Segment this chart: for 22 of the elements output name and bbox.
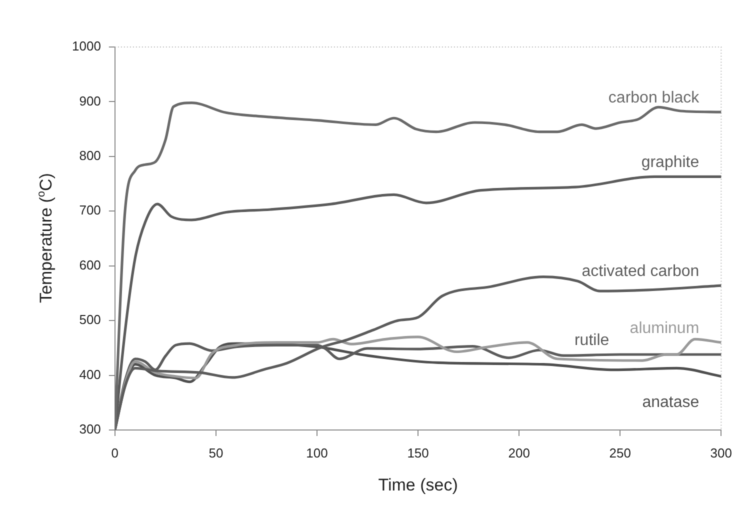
series-label: activated carbon [582, 262, 700, 280]
x-tick-label: 250 [609, 445, 631, 460]
y-tick-label: 500 [79, 312, 101, 328]
x-tick-label: 50 [208, 445, 224, 460]
y-tick-label: 900 [79, 93, 101, 108]
x-tick-label: 0 [111, 445, 119, 460]
y-tick-label: 700 [79, 202, 101, 218]
y-tick-label: 800 [79, 148, 101, 164]
y-tick-label: 1000 [72, 38, 101, 54]
x-axis-title: Time (sec) [378, 475, 458, 494]
series-label: rutile [574, 332, 610, 349]
x-tick-label: 200 [508, 445, 530, 460]
series-label: carbon black [608, 90, 700, 107]
x-tick-label: 100 [306, 445, 328, 460]
x-tick-label: 300 [710, 445, 732, 460]
y-tick-label: 300 [79, 422, 101, 437]
series-label: anatase [642, 394, 700, 411]
series-label: aluminum [630, 320, 700, 337]
x-tick-label: 150 [407, 445, 429, 460]
y-tick-label: 600 [79, 257, 101, 272]
series-label: graphite [641, 154, 700, 172]
y-tick-label: 400 [79, 366, 101, 382]
